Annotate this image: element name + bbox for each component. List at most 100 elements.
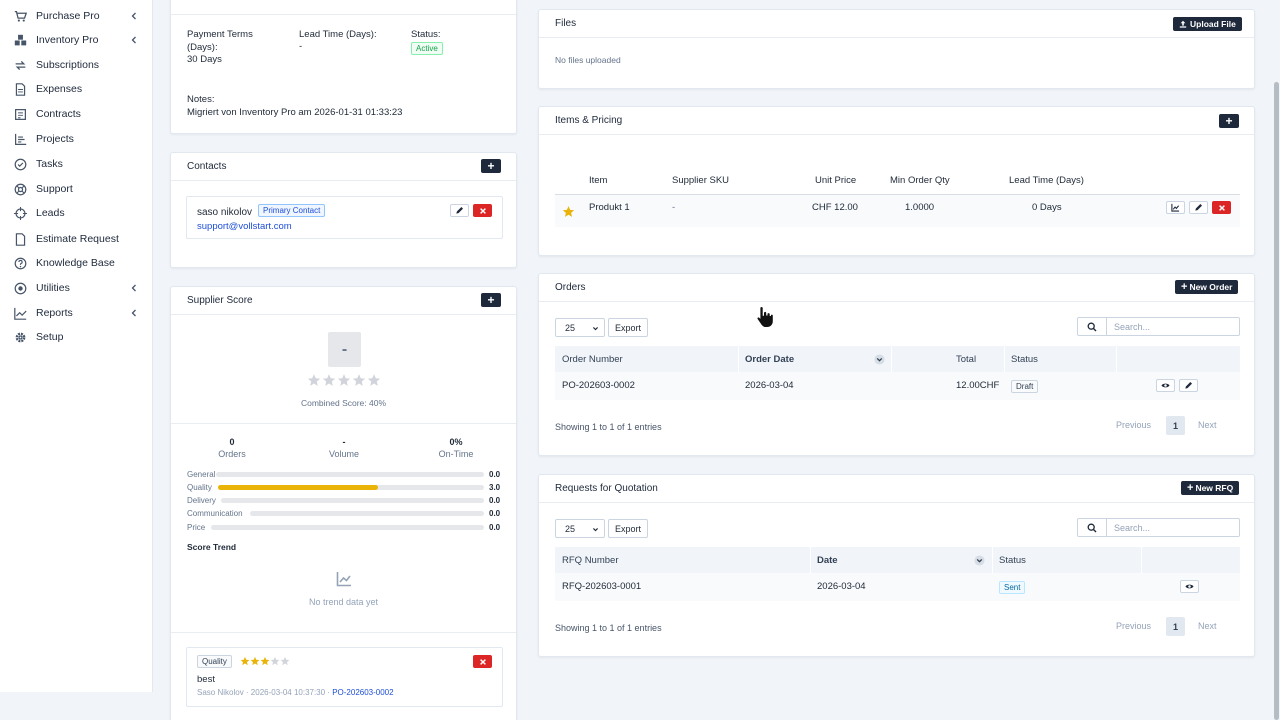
rfq-next-button[interactable]: Next xyxy=(1198,621,1217,631)
sidebar-item-purchase-pro[interactable]: Purchase Pro xyxy=(0,4,153,28)
line-chart-icon xyxy=(336,572,351,587)
sidebar-item-utilities[interactable]: Utilities xyxy=(0,276,153,300)
sidebar-item-expenses[interactable]: Expenses xyxy=(0,77,153,101)
dot-circle-icon xyxy=(14,282,27,295)
rfq-page-size-select[interactable]: 25 xyxy=(555,519,605,538)
col-header-status[interactable]: Status xyxy=(1011,353,1038,365)
sidebar-item-label: Inventory Pro xyxy=(36,34,99,46)
column-separator xyxy=(1004,346,1005,372)
upload-file-label: Upload File xyxy=(1190,19,1236,29)
orders-next-button[interactable]: Next xyxy=(1198,420,1217,430)
gear-icon xyxy=(14,331,27,344)
sidebar-item-leads[interactable]: Leads xyxy=(0,201,153,225)
supplier-score-panel: Supplier Score + - Combined Score: 40% 0… xyxy=(170,286,517,720)
orders-prev-button[interactable]: Previous xyxy=(1116,420,1152,430)
view-rfq-button[interactable] xyxy=(1180,580,1199,593)
sidebar-item-support[interactable]: Support xyxy=(0,177,153,201)
col-header-lead-time: Lead Time (Days) xyxy=(1009,175,1084,186)
supplier-score-header: Supplier Score xyxy=(171,287,516,315)
contact-email-link[interactable]: support@vollstart.com xyxy=(197,221,292,232)
stat-value: 0 xyxy=(229,437,235,447)
score-bar-quality xyxy=(218,485,484,490)
rfq-page-1[interactable]: 1 xyxy=(1166,617,1185,636)
add-contact-button[interactable]: + xyxy=(481,159,501,173)
review-order-link[interactable]: PO-202603-0002 xyxy=(332,688,394,697)
orders-export-button[interactable]: Export xyxy=(608,318,649,337)
sidebar-item-tasks[interactable]: Tasks xyxy=(0,152,153,176)
sidebar-item-label: Setup xyxy=(36,331,64,343)
page-size-value: 25 xyxy=(565,322,576,333)
rfq-export-button[interactable]: Export xyxy=(608,519,649,538)
sidebar-item-projects[interactable]: Projects xyxy=(0,127,153,151)
edit-item-button[interactable] xyxy=(1189,201,1208,214)
star-icon xyxy=(562,206,575,217)
orders-table-header: Order Number Order Date Total Status xyxy=(555,346,1240,372)
column-separator xyxy=(810,547,811,573)
add-score-button[interactable]: + xyxy=(481,293,501,307)
lifebuoy-icon xyxy=(14,183,27,196)
chevron-left-icon xyxy=(131,12,136,20)
upload-icon xyxy=(1179,20,1187,28)
rfq-search-button[interactable] xyxy=(1077,518,1107,537)
divider xyxy=(171,14,516,15)
sidebar-item-inventory-pro[interactable]: Inventory Pro xyxy=(0,28,153,52)
close-icon xyxy=(479,207,486,214)
item-chart-button[interactable] xyxy=(1166,201,1185,214)
col-header-total[interactable]: Total xyxy=(956,353,977,365)
orders-search-button[interactable] xyxy=(1077,317,1107,336)
rfq-prev-button[interactable]: Previous xyxy=(1116,621,1152,631)
items-pricing-panel: Items & Pricing + Item Supplier SKU Unit… xyxy=(538,106,1255,256)
table-row: Produkt 1 - CHF 12.00 1.0000 0 Days xyxy=(555,195,1240,227)
sidebar-item-label: Contracts xyxy=(36,108,81,120)
edit-order-button[interactable] xyxy=(1179,379,1198,392)
check-circle-icon xyxy=(14,158,27,171)
delete-contact-button[interactable] xyxy=(473,204,492,217)
files-header: Files xyxy=(539,10,1254,38)
col-header-order-number[interactable]: Order Number xyxy=(562,353,623,365)
orders-page-size-select[interactable]: 25 xyxy=(555,318,605,337)
contacts-panel: Contacts + saso nikolov Primary Contact … xyxy=(170,152,517,268)
sort-desc-icon[interactable] xyxy=(874,354,885,365)
orders-page-1[interactable]: 1 xyxy=(1166,416,1185,435)
col-header-date[interactable]: Date xyxy=(817,554,838,566)
col-header-status[interactable]: Status xyxy=(999,554,1026,566)
rfq-search-input[interactable]: Search... xyxy=(1107,518,1240,537)
notes-label: Notes: xyxy=(187,94,215,105)
stat-on-time: 0% On-Time xyxy=(431,437,481,459)
add-item-button[interactable]: + xyxy=(1219,114,1239,128)
col-header-min-qty: Min Order Qty xyxy=(890,175,950,186)
star-empty-icon xyxy=(367,374,381,386)
bar-label: General xyxy=(187,470,216,479)
sidebar-item-knowledge-base[interactable]: Knowledge Base xyxy=(0,251,153,275)
col-header-order-date[interactable]: Order Date xyxy=(745,353,795,365)
upload-file-button[interactable]: Upload File xyxy=(1173,17,1242,31)
sidebar-item-estimate-request[interactable]: Estimate Request xyxy=(0,227,153,251)
delete-review-button[interactable] xyxy=(473,655,492,668)
sidebar-item-contracts[interactable]: Contracts xyxy=(0,102,153,126)
sidebar-item-label: Support xyxy=(36,183,73,195)
sidebar-item-setup[interactable]: Setup xyxy=(0,325,153,349)
search-icon xyxy=(1087,523,1097,532)
new-order-button[interactable]: + New Order xyxy=(1175,280,1239,294)
sidebar-footer xyxy=(0,692,153,720)
star-empty-icon xyxy=(322,374,336,386)
sidebar-item-label: Estimate Request xyxy=(36,233,119,245)
col-header-rfq-number[interactable]: RFQ Number xyxy=(562,554,619,566)
orders-search-input[interactable]: Search... xyxy=(1107,317,1240,336)
pencil-icon xyxy=(1185,381,1193,389)
edit-contact-button[interactable] xyxy=(450,204,469,217)
sidebar-item-label: Purchase Pro xyxy=(36,10,100,22)
view-order-button[interactable] xyxy=(1156,379,1175,392)
column-separator xyxy=(891,346,892,372)
sort-desc-icon[interactable] xyxy=(974,555,985,566)
sidebar-item-subscriptions[interactable]: Subscriptions xyxy=(0,53,153,77)
page-scrollbar-thumb[interactable] xyxy=(1274,82,1279,720)
delete-item-button[interactable] xyxy=(1212,201,1231,214)
sidebar-item-reports[interactable]: Reports xyxy=(0,301,153,325)
rfq-date: 2026-03-04 xyxy=(817,581,866,592)
new-rfq-button[interactable]: + New RFQ xyxy=(1181,481,1240,495)
file-icon xyxy=(14,232,27,246)
boxes-icon xyxy=(14,34,27,47)
item-sku: - xyxy=(672,202,676,213)
status-label: Status: xyxy=(411,29,441,40)
